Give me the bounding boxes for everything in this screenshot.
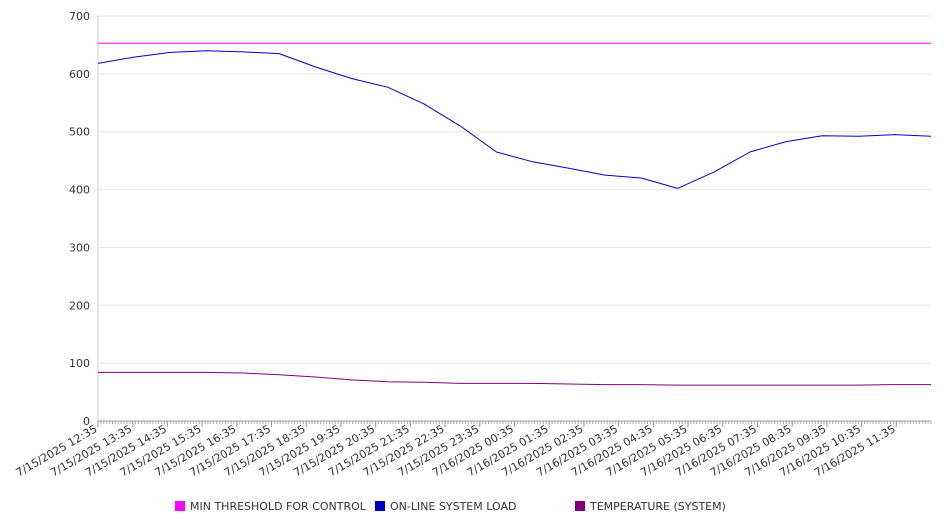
y-tick-label: 300 — [69, 241, 90, 254]
legend-item-system-load[interactable]: ON-LINE SYSTEM LOAD — [375, 498, 516, 514]
legend-item-temperature[interactable]: TEMPERATURE (SYSTEM) — [575, 498, 726, 514]
series-line-2 — [98, 371, 931, 386]
y-tick-label: 600 — [69, 68, 90, 81]
legend-label: MIN THRESHOLD FOR CONTROL — [190, 499, 366, 513]
chart-grid — [97, 15, 931, 422]
legend-swatch-temperature — [575, 501, 585, 511]
y-tick-label: 400 — [69, 184, 90, 197]
y-tick-label: 700 — [69, 10, 90, 23]
legend-swatch-system-load — [375, 501, 385, 511]
plot-series — [97, 42, 932, 386]
x-axis: 7/15/2025 12:357/15/2025 13:357/15/2025 … — [14, 421, 932, 479]
legend-item-min-threshold[interactable]: MIN THRESHOLD FOR CONTROL — [175, 498, 366, 514]
legend-swatch-min-threshold — [175, 501, 185, 511]
legend-label: ON-LINE SYSTEM LOAD — [390, 499, 517, 513]
y-tick-label: 500 — [69, 126, 90, 139]
legend-label: TEMPERATURE (SYSTEM) — [590, 499, 726, 513]
y-tick-label: 100 — [69, 357, 90, 370]
y-tick-label: 200 — [69, 299, 90, 312]
y-tick-label: 0 — [83, 415, 90, 428]
series-line-1 — [97, 50, 932, 189]
y-axis: 0 100 200 300 400 500 600 700 — [69, 10, 90, 428]
chart-legend: MIN THRESHOLD FOR CONTROL ON-LINE SYSTEM… — [0, 498, 946, 514]
